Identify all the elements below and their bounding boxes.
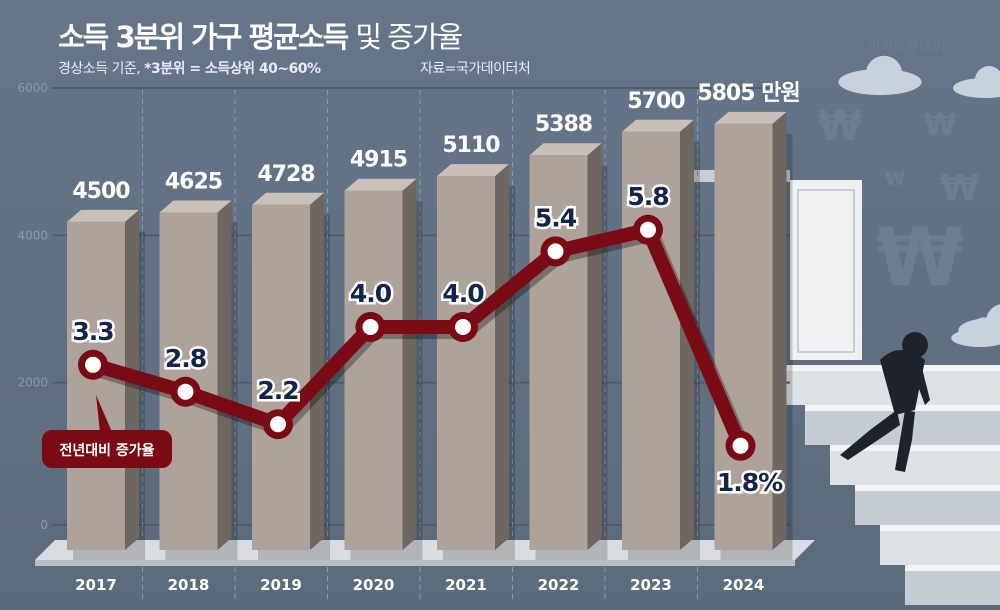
stair-edge <box>830 445 1000 451</box>
rate-value-label: 2.2 <box>257 376 298 405</box>
bar-value-label: 5388 <box>535 112 592 137</box>
legend-badge <box>42 430 172 468</box>
x-tick-label: 2024 <box>723 576 765 594</box>
y-tick-label: 2000 <box>17 376 48 390</box>
chart-title: 소득 3분위 가구 평균소득 및 증가율 <box>58 20 463 54</box>
bar <box>67 221 125 550</box>
bar-value-label: 4500 <box>72 179 130 204</box>
bar-top <box>344 178 417 191</box>
legend-label: 전년대비 증가율 <box>59 442 154 459</box>
subtitle: 경상소득 기준, *3분위 = 소득상위 40~60% <box>58 61 321 77</box>
person-leg <box>840 410 900 460</box>
legend-pointer <box>96 395 112 432</box>
rate-value-label: 4.0 <box>350 279 392 308</box>
won-sign-icon: ₩ <box>885 169 905 190</box>
won-sign-icon: ₩ <box>923 108 956 143</box>
x-tick-label: 2022 <box>538 576 580 594</box>
bar-side <box>217 200 232 550</box>
bar-side <box>495 164 509 550</box>
rate-value-label: 5.4 <box>535 203 577 232</box>
bar <box>252 204 310 551</box>
rate-point-center <box>732 437 749 454</box>
bar-value-label: 5700 <box>627 89 685 114</box>
source-note: 자료=국가데이터처 <box>420 61 531 77</box>
bar-top <box>714 111 787 124</box>
door-panel <box>797 189 855 353</box>
bar-top <box>529 143 602 156</box>
bar-top <box>622 119 694 132</box>
rate-point-center <box>640 221 656 238</box>
stair-step <box>880 525 1000 565</box>
person-arm <box>912 360 930 405</box>
bar-side <box>587 143 602 551</box>
rate-point-center <box>362 319 379 335</box>
bar-side <box>310 192 324 551</box>
rate-value-label: 1.8% <box>717 468 783 497</box>
stair-edge <box>855 485 1000 491</box>
y-tick-label: 4000 <box>17 228 48 242</box>
bar <box>344 190 403 550</box>
bar-value-label: 5805 만원 <box>697 81 799 106</box>
stair-edge <box>905 565 1000 571</box>
cloud-icon <box>865 55 903 93</box>
won-sign-icon: ₩ <box>818 104 862 150</box>
y-tick-label: 6000 <box>17 81 48 95</box>
stair-step <box>905 565 1000 605</box>
stair-edge <box>880 525 1000 531</box>
chart-platform-edge <box>35 560 795 566</box>
x-tick-label: 2018 <box>168 576 210 594</box>
bar <box>622 131 680 550</box>
bar <box>437 176 495 550</box>
x-tick-label: 2020 <box>353 576 395 594</box>
bar <box>529 155 588 551</box>
bar-top <box>67 209 139 222</box>
person-silhouette-icon <box>840 332 930 472</box>
rate-value-label: 3.3 <box>72 317 113 346</box>
rate-point-center <box>455 319 471 335</box>
x-tick-label: 2021 <box>445 576 487 594</box>
chart-platform <box>35 540 815 560</box>
rate-point-center <box>547 243 564 260</box>
door-icon <box>790 180 862 360</box>
bar-side <box>772 111 787 551</box>
won-sign-icon: ₩ <box>876 211 964 304</box>
cloud-icon <box>975 66 1000 94</box>
bar-side <box>402 178 417 550</box>
x-tick-label: 2019 <box>260 576 302 594</box>
bar-value-label: 5110 <box>442 133 500 158</box>
bar-value-label: 4625 <box>165 170 222 195</box>
bar-value-label: 4728 <box>257 162 314 187</box>
y-tick-label: 0 <box>40 518 48 532</box>
x-tick-label: 2017 <box>75 576 117 594</box>
bar-top <box>437 164 509 177</box>
person-leg <box>895 410 915 472</box>
person-body <box>880 350 925 415</box>
won-sign-icon: ₩ <box>940 168 980 209</box>
watermark: 아시아투데이 <box>868 39 946 55</box>
bar-top <box>159 200 232 213</box>
stair-step <box>855 485 1000 525</box>
rate-value-label: 4.0 <box>442 279 484 308</box>
rate-value-label: 2.8 <box>165 344 206 373</box>
rate-value-label: 5.8 <box>627 182 668 211</box>
rate-point-center <box>85 356 101 373</box>
x-tick-label: 2023 <box>630 576 672 594</box>
cloud-icon <box>971 317 997 343</box>
rate-point-center <box>270 416 286 433</box>
rate-point-center <box>177 383 194 400</box>
bar <box>714 123 773 551</box>
bar-top <box>252 192 324 205</box>
bar-value-label: 4915 <box>350 148 407 173</box>
rate-line <box>91 222 747 449</box>
